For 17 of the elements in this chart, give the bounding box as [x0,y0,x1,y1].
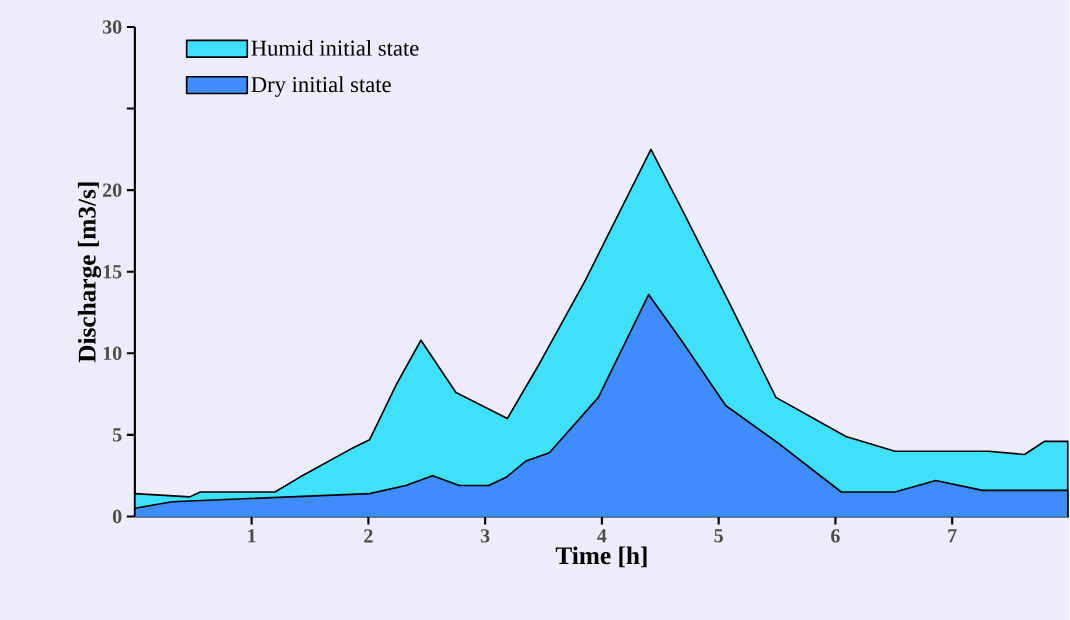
x-tick-label: 6 [831,529,840,543]
x-tick-label: 4 [597,529,607,543]
y-tick-label: 20 [103,183,122,197]
y-axis-title: Discharge [m3/s] [77,182,102,363]
x-tick-label: 7 [948,529,957,543]
y-tick-label: 10 [103,346,122,360]
x-axis-title: Time [h] [555,546,647,568]
y-tick-label: 30 [102,20,122,34]
x-tick-label: 2 [364,529,373,543]
y-tick-label: 0 [112,509,122,524]
legend-label: Dry initial state [251,76,391,97]
y-tick-label: 5 [112,428,122,442]
x-tick-label: 1 [248,529,256,543]
y-tick-label: 15 [103,264,122,279]
x-tick-label: 5 [714,529,723,543]
x-tick-label: 3 [480,529,490,543]
legend-label: Humid initial state [251,39,419,56]
